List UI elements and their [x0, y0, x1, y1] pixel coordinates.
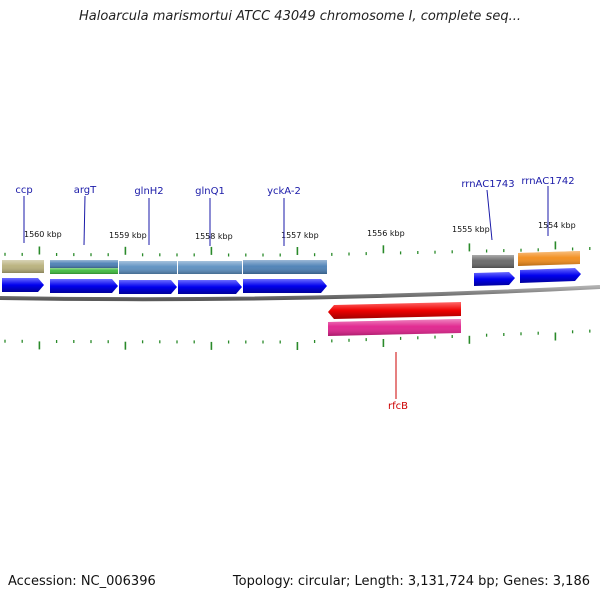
map-title: Haloarcula marismortui ATCC 43049 chromo… [79, 9, 521, 24]
accession-text: Accession: NC_006396 [8, 574, 156, 589]
ruler-label-1558-kbp: 1558 kbp [195, 232, 233, 241]
cds-arrows [2, 268, 581, 319]
leader-argT [83, 195, 86, 246]
cds-arrow-glnH2[interactable] [119, 280, 177, 294]
cds-arrow-rrnAC1742[interactable] [520, 268, 581, 283]
feature-block-rrnAC1742[interactable] [518, 251, 580, 266]
cds-arrow-argT[interactable] [50, 279, 118, 293]
leader-rrnAC1743 [486, 189, 493, 241]
gene-label-ccp[interactable]: ccp [15, 185, 32, 196]
ruler-label-1560-kbp: 1560 kbp [24, 230, 62, 239]
upper-tick-marks [4, 241, 591, 257]
ruler-label-1557-kbp: 1557 kbp [281, 231, 319, 240]
feature-block-glnH2[interactable] [119, 261, 177, 274]
feature-block-ccp[interactable] [2, 260, 44, 273]
feature-block-rrnAC1743[interactable] [472, 255, 514, 268]
cds-arrow-ccp[interactable] [2, 278, 44, 292]
feature-block-argT[interactable] [50, 260, 118, 274]
gene-label-rrnAC1742[interactable]: rrnAC1742 [521, 176, 574, 187]
gene-label-rrnAC1743[interactable]: rrnAC1743 [461, 179, 514, 190]
ruler-label-1559-kbp: 1559 kbp [109, 231, 147, 240]
gene-label-glnQ1[interactable]: glnQ1 [195, 186, 225, 197]
feature-block-glnQ1[interactable] [178, 261, 242, 274]
feature-blocks [2, 251, 580, 336]
feature-block-yckA-2[interactable] [243, 260, 327, 274]
gene-label-glnH2[interactable]: glnH2 [134, 186, 163, 197]
ruler-label-1555-kbp: 1555 kbp [452, 225, 490, 234]
gene-label-yckA-2[interactable]: yckA-2 [267, 186, 301, 197]
gene-label-rfcB[interactable]: rfcB [388, 401, 408, 412]
gene-label-leaders [23, 186, 549, 399]
topology-summary-text: Topology: circular; Length: 3,131,724 bp… [232, 574, 590, 589]
cds-arrow-yckA-2[interactable] [243, 279, 327, 293]
ruler-labels: 1560 kbp 1559 kbp 1558 kbp 1557 kbp 1556… [24, 221, 576, 241]
gene-label-argT[interactable]: argT [74, 185, 97, 196]
ruler-label-1554-kbp: 1554 kbp [538, 221, 576, 230]
feature-block-rfcB[interactable] [328, 319, 461, 336]
cds-arrow-rrnAC1743[interactable] [474, 272, 515, 286]
genome-backbone [0, 285, 600, 302]
cds-arrow-rfcB[interactable] [328, 302, 461, 319]
gene-labels: ccp argT glnH2 glnQ1 yckA-2 rrnAC1743 rr… [15, 176, 574, 412]
lower-tick-marks [4, 329, 591, 350]
ruler-label-1556-kbp: 1556 kbp [367, 229, 405, 238]
cds-arrow-glnQ1[interactable] [178, 280, 242, 294]
